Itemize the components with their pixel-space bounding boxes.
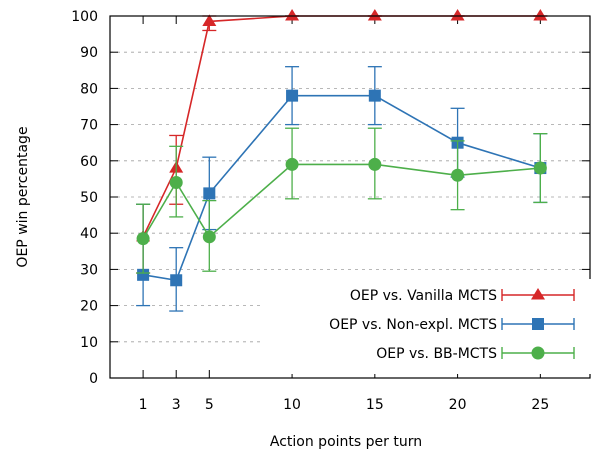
data-point — [533, 9, 548, 21]
x-tick-label: 15 — [366, 397, 384, 413]
data-point — [202, 230, 216, 244]
series-line — [142, 163, 541, 240]
x-tick-label: 20 — [449, 397, 467, 413]
data-point — [286, 89, 299, 102]
y-tick-label: 80 — [80, 81, 98, 97]
x-tick-label: 3 — [172, 397, 181, 413]
x-tick-label: 25 — [531, 397, 549, 413]
data-point — [368, 157, 382, 171]
data-point — [450, 9, 465, 21]
data-point — [137, 268, 150, 281]
y-tick-label: 70 — [80, 118, 98, 134]
grid-lines — [110, 51, 590, 343]
legend-label: OEP vs. Vanilla MCTS — [350, 288, 497, 304]
data-point — [368, 89, 381, 102]
data-point — [170, 274, 183, 287]
legend-label: OEP vs. BB-MCTS — [376, 346, 497, 362]
x-tick-labels: 1 3 5 10 15 20 25 — [139, 397, 550, 413]
data-point — [285, 9, 300, 21]
series-3 — [136, 127, 548, 274]
y-axis-title: OEP win percentage — [15, 126, 31, 267]
data-point — [451, 168, 465, 182]
series-line — [142, 94, 541, 282]
x-axis-title: Action points per turn — [270, 434, 422, 450]
data-point — [533, 161, 547, 175]
data-point — [203, 187, 216, 200]
y-tick-label: 0 — [89, 371, 98, 387]
legend-label: OEP vs. Non-expl. MCTS — [329, 317, 497, 333]
y-tick-label: 90 — [80, 45, 98, 61]
y-tick-label: 20 — [80, 299, 98, 315]
data-series — [136, 9, 548, 312]
x-tick-label: 10 — [283, 397, 301, 413]
legend: OEP vs. Vanilla MCTS OEP vs. Non-expl. MC… — [329, 288, 575, 362]
data-point — [169, 176, 183, 190]
plot-frame — [109, 15, 591, 379]
y-tick-labels: 0 10 20 30 40 50 60 70 80 90 100 — [71, 9, 98, 387]
y-tick-label: 60 — [80, 154, 98, 170]
series-line — [142, 15, 541, 238]
x-tick-label: 1 — [139, 397, 148, 413]
series-2 — [136, 66, 548, 312]
legend-marker — [532, 318, 544, 330]
data-point — [202, 14, 217, 26]
data-point — [285, 157, 299, 171]
x-tick-label: 5 — [205, 397, 214, 413]
legend-marker — [531, 346, 545, 360]
y-tick-label: 10 — [80, 335, 98, 351]
y-tick-label: 50 — [80, 190, 98, 206]
y-tick-label: 40 — [80, 226, 98, 242]
y-tick-label: 100 — [71, 9, 98, 25]
y-tick-label: 30 — [80, 262, 98, 278]
data-point — [136, 232, 150, 246]
data-point — [367, 9, 382, 21]
legend-marker — [531, 288, 545, 300]
